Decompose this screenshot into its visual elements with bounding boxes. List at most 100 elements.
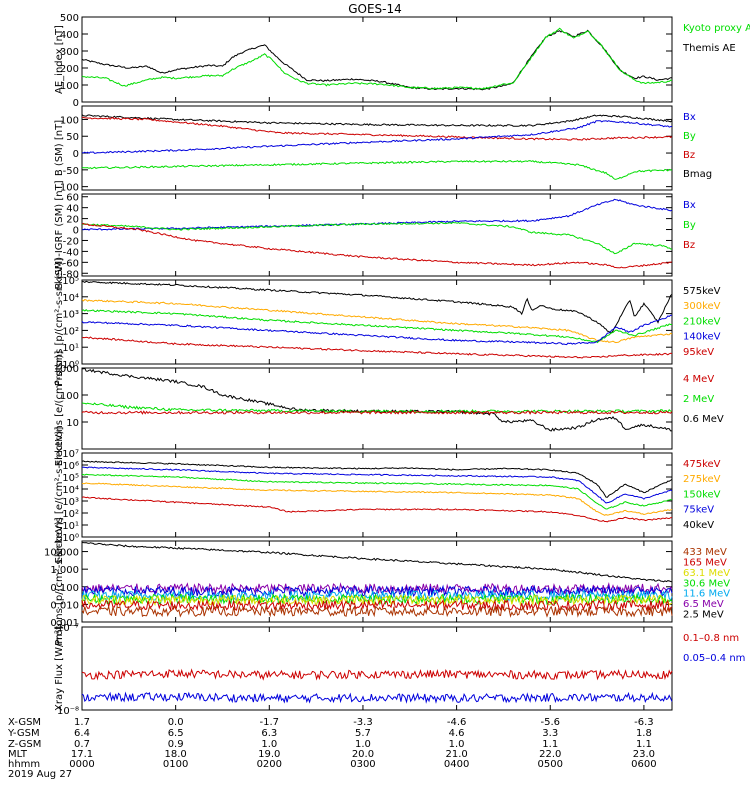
x-axis-value: 4.6 bbox=[449, 728, 465, 739]
y-tick-label: 10⁵ bbox=[62, 276, 79, 287]
y-tick-label: -60 bbox=[63, 258, 79, 269]
legend-entry: 63.1 MeV bbox=[683, 568, 730, 579]
y-tick-label: 500 bbox=[60, 13, 79, 24]
y-tick-label: 200 bbox=[60, 64, 79, 75]
y-tick-label: 1000 bbox=[54, 364, 79, 375]
legend-entry: 11.6 MeV bbox=[683, 589, 730, 600]
series-line-210kev bbox=[81, 309, 672, 344]
legend-entry: Bz bbox=[683, 240, 695, 251]
legend-entry: Bz bbox=[683, 150, 695, 161]
series-line-bx bbox=[81, 198, 673, 231]
legend-entry: 4 MeV bbox=[683, 374, 714, 385]
series-line-0-1-0-8-nm bbox=[81, 668, 673, 681]
series-line-bx bbox=[81, 120, 673, 154]
x-axis-value: 1.0 bbox=[355, 739, 371, 750]
y-tick-label: 100 bbox=[60, 115, 79, 126]
x-axis-value: 0100 bbox=[163, 759, 188, 770]
legend-entry: Themis AE bbox=[682, 43, 736, 54]
x-axis-value: 1.1 bbox=[636, 739, 652, 750]
y-axis-label: Electrons [e/(cm²-s-sr)] bbox=[54, 351, 65, 467]
x-axis-value: 20.0 bbox=[352, 749, 374, 760]
x-axis-value: 1.0 bbox=[449, 739, 465, 750]
series-line-0-05-0-4-nm bbox=[81, 691, 673, 704]
series-line-433-mev bbox=[81, 598, 673, 612]
series-line-95kev bbox=[81, 336, 673, 359]
plot-title: GOES-14 bbox=[348, 2, 402, 16]
y-tick-label: 10⁻⁷ bbox=[57, 623, 79, 634]
series-line-75kev bbox=[81, 466, 673, 504]
legend-entry: 140keV bbox=[683, 332, 721, 343]
x-axis-value: 6.3 bbox=[261, 728, 277, 739]
series-line-themis-ae bbox=[81, 29, 673, 91]
legend-entry: 2.5 MeV bbox=[683, 610, 724, 621]
legend-entry: 2 MeV bbox=[683, 394, 714, 405]
y-tick-label: 10⁵ bbox=[62, 473, 79, 484]
legend-entry: 165 MeV bbox=[683, 557, 727, 568]
legend-entry: 6.5 MeV bbox=[683, 599, 724, 610]
y-axis-label: Protons [p/(cm²-s-sr-keV)] bbox=[54, 517, 65, 645]
x-axis-value: 23.0 bbox=[633, 749, 655, 760]
series-line-275kev bbox=[81, 482, 673, 516]
panel-frame bbox=[81, 105, 673, 191]
y-tick-label: 10⁰ bbox=[62, 533, 79, 544]
x-axis-value: 5.7 bbox=[355, 728, 371, 739]
x-axis-value: 0.0 bbox=[168, 717, 184, 728]
y-tick-label: 10³ bbox=[62, 497, 79, 508]
y-axis-label: B (SM)-IGRF (SM) [nT] bbox=[54, 180, 65, 289]
series-line-63-1-mev bbox=[81, 592, 673, 606]
y-tick-label: 0 bbox=[73, 149, 79, 160]
y-tick-label: 100 bbox=[60, 391, 79, 402]
y-tick-label: -50 bbox=[63, 166, 79, 177]
x-axis-value: 6.5 bbox=[168, 728, 184, 739]
series-line-2-mev bbox=[81, 402, 673, 414]
y-tick-label: 0.001 bbox=[50, 618, 79, 629]
legend-entry: 0.05–0.4 nm bbox=[683, 653, 745, 664]
x-axis-value: 18.0 bbox=[165, 749, 187, 760]
legend-entry: 95keV bbox=[683, 347, 714, 358]
legend-entry: 575keV bbox=[683, 286, 721, 297]
y-tick-label: -100 bbox=[56, 183, 79, 194]
x-axis-value: 0600 bbox=[631, 759, 656, 770]
x-axis-value: 3.3 bbox=[542, 728, 558, 739]
y-tick-label: -40 bbox=[63, 247, 79, 258]
legend-entry: 30.6 MeV bbox=[683, 578, 730, 589]
series-line-kyoto-proxy-ae bbox=[81, 27, 673, 90]
series-line-4-mev bbox=[81, 410, 673, 415]
legend-entry: By bbox=[683, 220, 696, 231]
x-axis-value: 0000 bbox=[69, 759, 94, 770]
y-tick-label: 10.000 bbox=[44, 548, 79, 559]
series-line-140kev bbox=[81, 314, 672, 346]
x-axis-value: 19.0 bbox=[258, 749, 280, 760]
legend-entry: 275keV bbox=[683, 474, 721, 485]
series-line-433-mev-b bbox=[81, 604, 673, 618]
y-axis-label: B (SM) [nT] bbox=[54, 120, 65, 176]
y-tick-label: 10⁴ bbox=[62, 293, 79, 304]
y-tick-label: 10¹ bbox=[62, 343, 79, 354]
x-axis-value: 1.8 bbox=[636, 728, 652, 739]
y-axis-label: Xray Flux [W/m²] bbox=[54, 626, 65, 711]
y-tick-label: 60 bbox=[66, 193, 79, 204]
y-tick-label: 10³ bbox=[62, 310, 79, 321]
x-axis-value: 21.0 bbox=[445, 749, 467, 760]
legend-entry: 75keV bbox=[683, 505, 714, 516]
x-axis-row-label: hhmm bbox=[8, 759, 40, 770]
legend-entry: 0.1–0.8 nm bbox=[683, 633, 739, 644]
x-axis-value: 0300 bbox=[350, 759, 375, 770]
panel-frame bbox=[81, 16, 673, 103]
y-tick-label: 10 bbox=[66, 418, 79, 429]
legend-entry: Bx bbox=[683, 200, 696, 211]
series-line-0-6-mev bbox=[81, 367, 672, 432]
legend-entry: Bmag bbox=[683, 169, 712, 180]
series-line-by bbox=[81, 221, 673, 255]
y-axis-label: AE_index [nT] bbox=[54, 25, 65, 94]
x-axis-value: 6.4 bbox=[74, 728, 90, 739]
y-tick-label: 50 bbox=[66, 132, 79, 143]
legend-entry: 210keV bbox=[683, 316, 721, 327]
